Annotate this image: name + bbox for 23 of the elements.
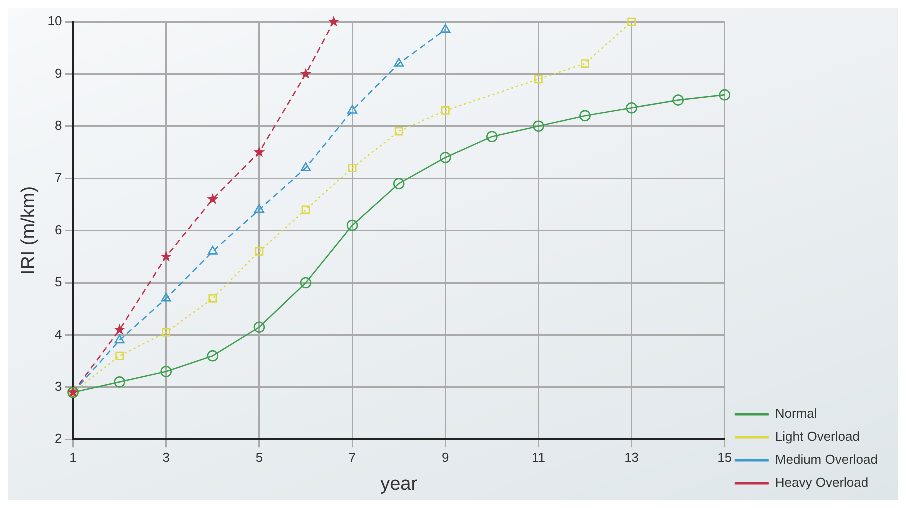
x-axis-title: year bbox=[380, 474, 418, 495]
y-tick-label: 5 bbox=[55, 274, 62, 290]
y-tick-label: 9 bbox=[55, 66, 62, 81]
x-tick-label: 15 bbox=[718, 450, 732, 465]
y-tick-label: 2 bbox=[55, 431, 62, 446]
x-tick-label: 1 bbox=[70, 450, 77, 465]
y-axis-title: IRI (m/km) bbox=[18, 186, 40, 276]
x-tick-label: 7 bbox=[348, 450, 356, 465]
legend-label: Normal bbox=[775, 406, 818, 422]
x-tick-label: 3 bbox=[162, 450, 170, 465]
x-tick-label: 5 bbox=[256, 450, 264, 465]
x-tick-label: 11 bbox=[532, 450, 546, 465]
y-tick-label: 4 bbox=[55, 326, 62, 342]
legend-label: Light Overload bbox=[775, 429, 860, 444]
x-tick-label: 9 bbox=[442, 450, 450, 465]
y-tick-label: 6 bbox=[55, 222, 62, 238]
legend-label: Medium Overload bbox=[775, 452, 878, 468]
y-tick-label: 8 bbox=[55, 118, 62, 133]
y-tick-label: 3 bbox=[55, 378, 62, 394]
x-tick-label: 13 bbox=[624, 450, 640, 465]
y-tick-label: 10 bbox=[48, 14, 62, 29]
y-tick-label: 7 bbox=[55, 170, 62, 186]
legend-label: Heavy Overload bbox=[775, 475, 869, 490]
